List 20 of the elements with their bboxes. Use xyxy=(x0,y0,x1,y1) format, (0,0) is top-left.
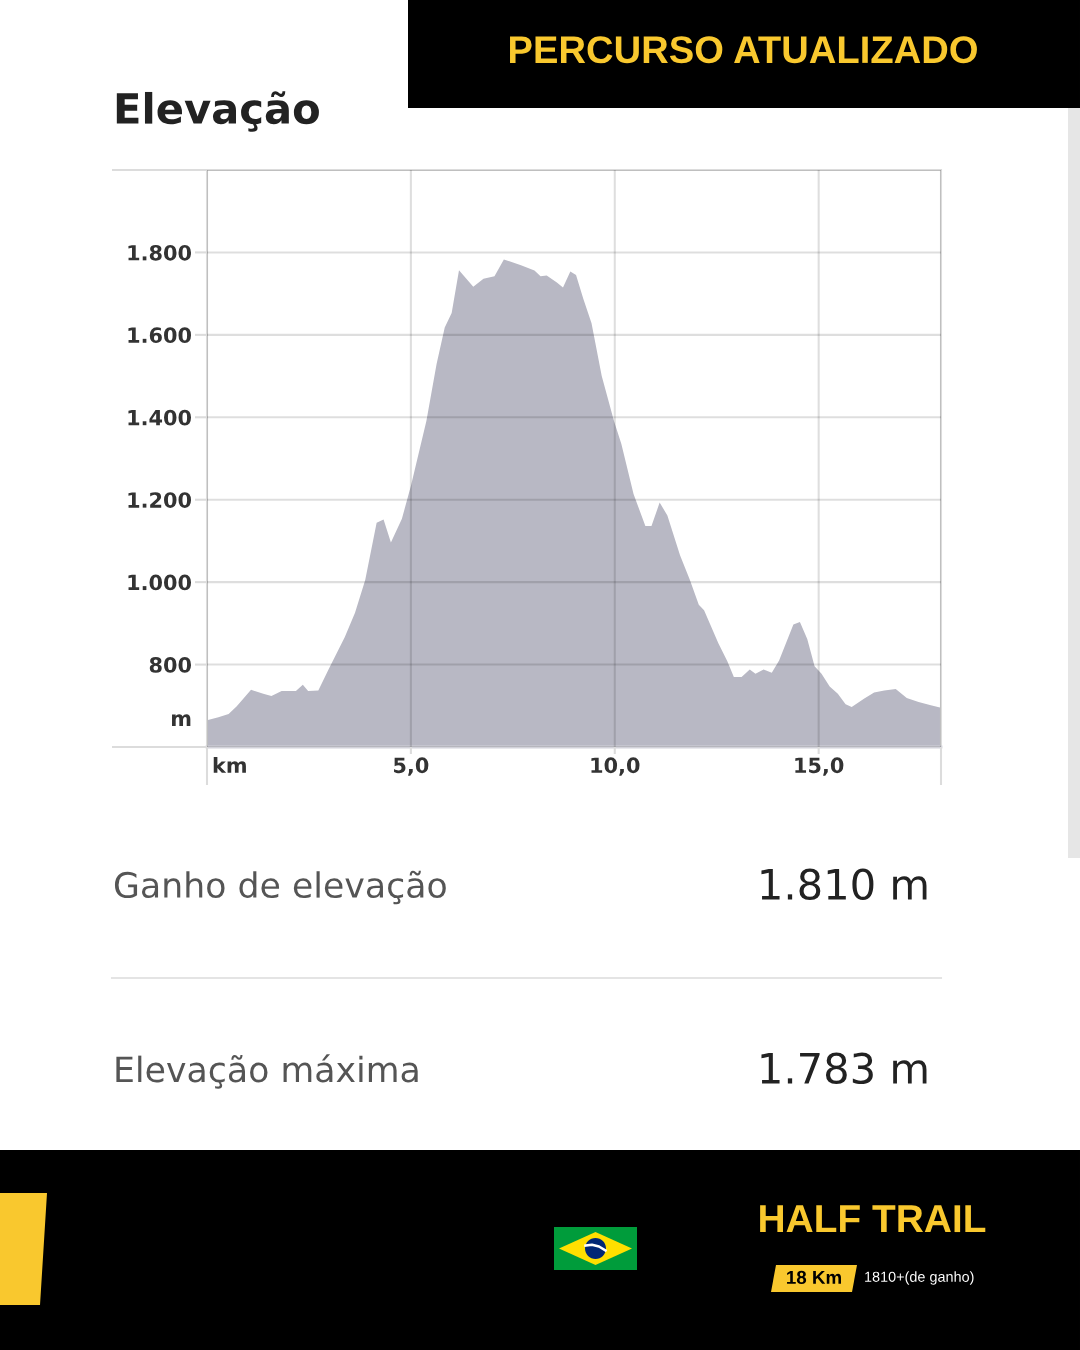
text: PERCURSO ATUALIZADO xyxy=(510,36,977,64)
x-axis-title: km xyxy=(213,757,246,773)
y-tick-label: 800 xyxy=(149,657,191,673)
text: Ganho de elevação xyxy=(114,870,446,905)
y-tick-label: 1.400 xyxy=(128,409,192,426)
text: HALF TRAIL xyxy=(760,1205,986,1233)
text: Elevação máxima xyxy=(116,1054,418,1089)
text: 18 Km xyxy=(787,1270,841,1285)
text: 1.783 m xyxy=(761,1052,927,1085)
y-axis-title: m xyxy=(172,714,191,726)
x-tick-label: 15,0 xyxy=(795,757,844,776)
x-tick-label: 10,0 xyxy=(591,757,640,776)
y-tick-label: 1.600 xyxy=(128,327,192,344)
y-tick-label: 1.200 xyxy=(128,492,192,508)
chart-title: Elevação xyxy=(116,91,319,132)
text: 1.810 m xyxy=(761,868,927,901)
text: 1810+(de ganho) xyxy=(865,1271,974,1285)
y-tick-label: 1.800 xyxy=(128,244,192,261)
y-tick-label: 1.000 xyxy=(128,574,192,591)
x-tick-label: 5,0 xyxy=(394,757,429,776)
